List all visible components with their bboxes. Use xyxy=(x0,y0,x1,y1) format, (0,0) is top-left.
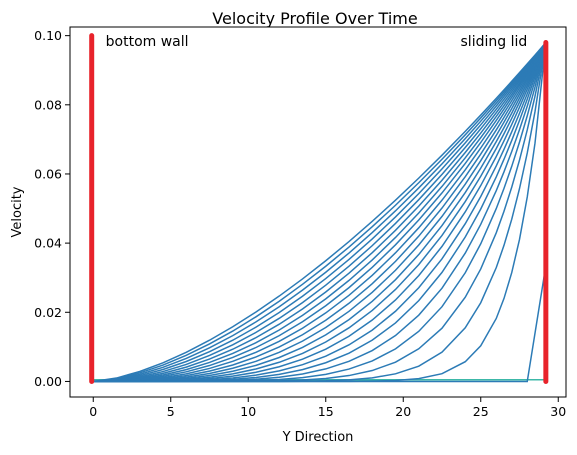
profile-line xyxy=(93,42,547,383)
profile-line xyxy=(93,42,547,383)
x-axis-label: Y Direction xyxy=(282,430,354,445)
plot-frame xyxy=(69,26,567,398)
x-tick-label: 5 xyxy=(167,404,175,419)
y-axis: 0.00 0.02 0.04 0.06 0.08 0.10 xyxy=(34,28,70,389)
profile-line xyxy=(93,42,547,383)
x-tick-label: 0 xyxy=(89,404,97,419)
x-tick-label: 30 xyxy=(550,404,566,419)
x-tick-label: 20 xyxy=(395,404,411,419)
profile-line xyxy=(93,42,547,383)
profile-line xyxy=(93,42,547,383)
profile-line xyxy=(93,42,547,383)
profile-line xyxy=(93,42,547,383)
plot-area xyxy=(89,33,549,384)
y-tick-label: 0.10 xyxy=(34,28,62,43)
profile-line xyxy=(93,42,547,383)
bottom-wall-annotation: bottom wall xyxy=(106,34,189,50)
annotations: bottom wall sliding lid xyxy=(106,34,528,50)
x-axis: 0 5 10 15 20 25 30 xyxy=(89,397,566,419)
y-tick-label: 0.02 xyxy=(34,305,62,320)
x-tick-label: 25 xyxy=(473,404,489,419)
y-axis-label: Velocity xyxy=(10,186,25,237)
profile-line xyxy=(93,42,547,383)
x-tick-label: 15 xyxy=(318,404,334,419)
sliding-lid-annotation: sliding lid xyxy=(461,34,528,50)
y-tick-label: 0.04 xyxy=(34,236,62,251)
profile-line xyxy=(93,42,547,383)
chart-title: Velocity Profile Over Time xyxy=(212,9,417,28)
profile-line xyxy=(93,42,547,383)
x-tick-label: 10 xyxy=(240,404,256,419)
profile-line xyxy=(93,42,547,383)
y-tick-label: 0.08 xyxy=(34,97,62,112)
y-tick-label: 0.06 xyxy=(34,166,62,181)
y-tick-label: 0.00 xyxy=(34,374,62,389)
profile-line xyxy=(93,42,547,383)
profile-line xyxy=(93,42,547,383)
